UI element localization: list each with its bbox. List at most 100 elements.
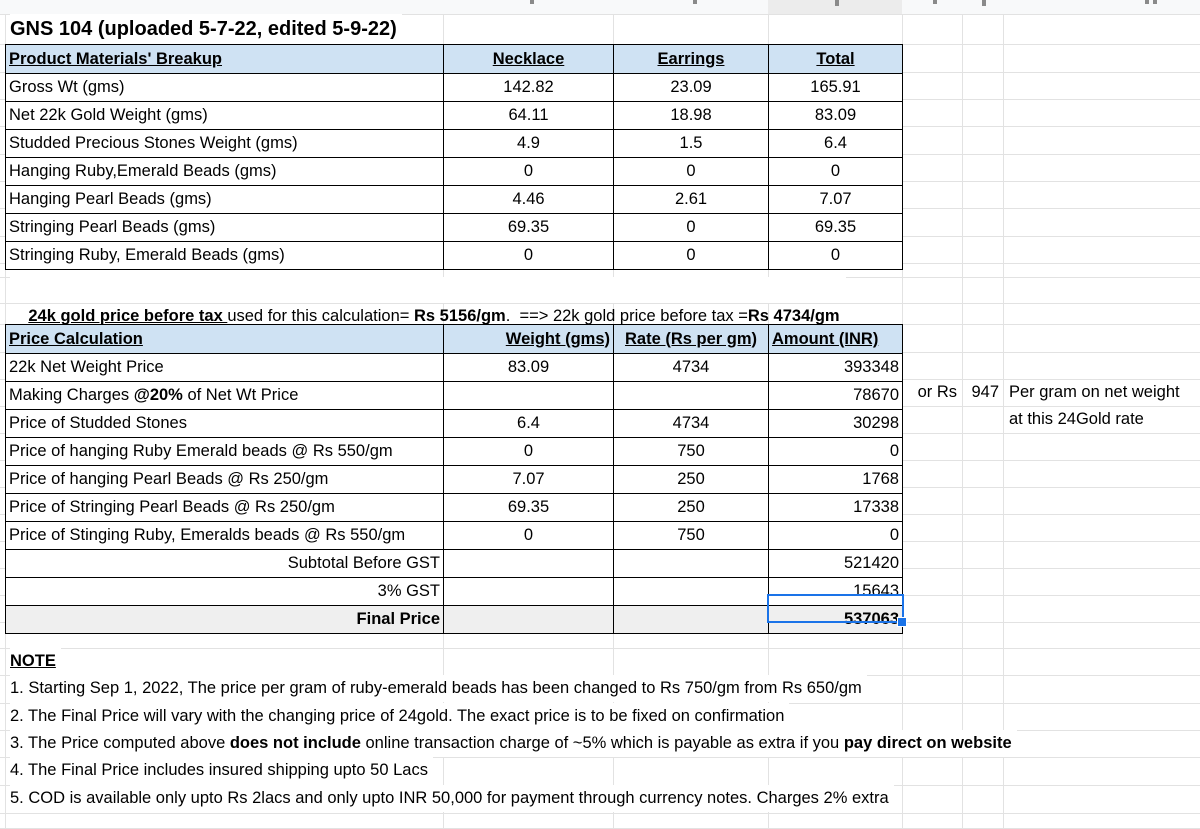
cell-rate[interactable]: 250 <box>613 493 769 522</box>
cell-rate[interactable] <box>613 577 769 606</box>
cell-total[interactable]: 69.35 <box>768 213 903 242</box>
cell-weight[interactable]: 7.07 <box>443 465 614 494</box>
table-row: Price of Stringing Pearl Beads @ Rs 250/… <box>5 493 903 522</box>
row-label[interactable]: Hanging Pearl Beads (gms) <box>5 185 444 214</box>
cell-earrings[interactable]: 0 <box>613 213 769 242</box>
making-charge-per-gram[interactable]: 947 <box>971 383 999 401</box>
cell-earrings[interactable]: 23.09 <box>613 73 769 102</box>
cell-weight[interactable]: 69.35 <box>443 493 614 522</box>
cell-amount[interactable]: 1768 <box>768 465 903 494</box>
cell-weight[interactable]: 0 <box>443 521 614 550</box>
row-label[interactable]: Gross Wt (gms) <box>5 73 444 102</box>
cell-necklace[interactable]: 4.9 <box>443 129 614 158</box>
final-price-label[interactable]: Final Price <box>5 605 444 634</box>
cell-rate[interactable]: 4734 <box>613 409 769 438</box>
row-label[interactable]: Price of Studded Stones <box>5 409 444 438</box>
making-charge-or-rs[interactable]: or Rs <box>917 383 957 401</box>
note-3[interactable]: 3. The Price computed above does not inc… <box>10 730 1017 757</box>
note-4[interactable]: 4. The Final Price includes insured ship… <box>10 757 433 784</box>
price-header-label[interactable]: Price Calculation <box>5 324 444 354</box>
cell-rate[interactable]: 250 <box>613 465 769 494</box>
cell-amount[interactable]: 393348 <box>768 353 903 382</box>
cell-amount[interactable]: 78670 <box>768 381 903 410</box>
gold-price-note[interactable]: 24k gold price before tax used for this … <box>10 277 846 325</box>
materials-header-label[interactable]: Product Materials' Breakup <box>5 44 444 74</box>
cell-earrings[interactable]: 18.98 <box>613 101 769 130</box>
cell-necklace[interactable]: 142.82 <box>443 73 614 102</box>
cell-amount[interactable]: 30298 <box>768 409 903 438</box>
gridline-h <box>0 14 1200 15</box>
sheet-title[interactable]: GNS 104 (uploaded 5-7-22, edited 5-9-22) <box>10 14 402 44</box>
row-label[interactable]: Studded Precious Stones Weight (gms) <box>5 129 444 158</box>
clipped-text-remnant <box>835 0 839 6</box>
cell-weight[interactable] <box>443 549 614 578</box>
clipped-gray-cell[interactable] <box>768 0 902 14</box>
table-row: Studded Precious Stones Weight (gms) 4.9… <box>5 129 903 158</box>
col-header-weight[interactable]: Weight (gms) <box>443 324 614 354</box>
row-label[interactable]: Making Charges @20% of Net Wt Price <box>5 381 444 410</box>
clipped-text-remnant <box>693 0 697 4</box>
cell-rate[interactable]: 750 <box>613 521 769 550</box>
cell-earrings[interactable]: 2.61 <box>613 185 769 214</box>
cell-rate[interactable]: 4734 <box>613 353 769 382</box>
cell-rate[interactable]: 750 <box>613 437 769 466</box>
cell-weight[interactable]: 0 <box>443 437 614 466</box>
subtotal-amount[interactable]: 521420 <box>768 549 903 578</box>
cell-necklace[interactable]: 4.46 <box>443 185 614 214</box>
subtotal-label[interactable]: Subtotal Before GST <box>5 549 444 578</box>
row-label[interactable]: Net 22k Gold Weight (gms) <box>5 101 444 130</box>
cell-amount[interactable]: 0 <box>768 521 903 550</box>
cell-earrings[interactable]: 0 <box>613 157 769 186</box>
cell-total[interactable]: 7.07 <box>768 185 903 214</box>
materials-table: Product Materials' Breakup Necklace Earr… <box>5 44 903 270</box>
note-5[interactable]: 5. COD is available only upto Rs 2lacs a… <box>10 785 894 812</box>
cell-necklace[interactable]: 0 <box>443 157 614 186</box>
making-charge-note-line1[interactable]: Per gram on net weight <box>1009 383 1180 401</box>
cell-total[interactable]: 0 <box>768 157 903 186</box>
final-price-amount[interactable]: 537063 <box>768 605 903 634</box>
clipped-top-row <box>0 0 1200 14</box>
making-charge-note-line2[interactable]: at this 24Gold rate <box>1009 410 1144 428</box>
cell-amount[interactable]: 17338 <box>768 493 903 522</box>
table-row: Price of hanging Ruby Emerald beads @ Rs… <box>5 437 903 466</box>
col-header-total[interactable]: Total <box>768 44 903 74</box>
cell-total[interactable]: 165.91 <box>768 73 903 102</box>
cell-weight[interactable]: 6.4 <box>443 409 614 438</box>
note-1[interactable]: 1. Starting Sep 1, 2022, The price per g… <box>10 675 867 702</box>
row-label[interactable]: Price of Stinging Ruby, Emeralds beads @… <box>5 521 444 550</box>
row-label[interactable]: Price of Stringing Pearl Beads @ Rs 250/… <box>5 493 444 522</box>
cell-total[interactable]: 0 <box>768 241 903 270</box>
col-header-rate[interactable]: Rate (Rs per gm) <box>613 324 769 354</box>
clipped-text-remnant <box>933 0 937 4</box>
cell-rate[interactable] <box>613 381 769 410</box>
row-label[interactable]: Hanging Ruby,Emerald Beads (gms) <box>5 157 444 186</box>
cell-amount[interactable]: 0 <box>768 437 903 466</box>
cell-rate[interactable] <box>613 605 769 634</box>
note-3-bold: does not include <box>229 734 361 752</box>
cell-necklace[interactable]: 69.35 <box>443 213 614 242</box>
cell-earrings[interactable]: 1.5 <box>613 129 769 158</box>
row-label[interactable]: Price of hanging Ruby Emerald beads @ Rs… <box>5 437 444 466</box>
cell-weight[interactable] <box>443 605 614 634</box>
cell-weight[interactable] <box>443 381 614 410</box>
row-label[interactable]: Stringing Ruby, Emerald Beads (gms) <box>5 241 444 270</box>
col-header-amount[interactable]: Amount (INR) <box>768 324 903 354</box>
row-label[interactable]: Stringing Pearl Beads (gms) <box>5 213 444 242</box>
cell-rate[interactable] <box>613 549 769 578</box>
cell-necklace[interactable]: 64.11 <box>443 101 614 130</box>
gst-label[interactable]: 3% GST <box>5 577 444 606</box>
cell-earrings[interactable]: 0 <box>613 241 769 270</box>
cell-weight[interactable] <box>443 577 614 606</box>
cell-total[interactable]: 83.09 <box>768 101 903 130</box>
col-header-necklace[interactable]: Necklace <box>443 44 614 74</box>
row-label[interactable]: Price of hanging Pearl Beads @ Rs 250/gm <box>5 465 444 494</box>
cell-total[interactable]: 6.4 <box>768 129 903 158</box>
note-2[interactable]: 2. The Final Price will vary with the ch… <box>10 703 790 730</box>
cell-weight[interactable]: 83.09 <box>443 353 614 382</box>
notes-heading[interactable]: NOTE <box>10 648 61 675</box>
fill-handle[interactable] <box>898 618 906 626</box>
row-label[interactable]: 22k Net Weight Price <box>5 353 444 382</box>
col-header-earrings[interactable]: Earrings <box>613 44 769 74</box>
clipped-text-remnant <box>530 0 534 4</box>
cell-necklace[interactable]: 0 <box>443 241 614 270</box>
